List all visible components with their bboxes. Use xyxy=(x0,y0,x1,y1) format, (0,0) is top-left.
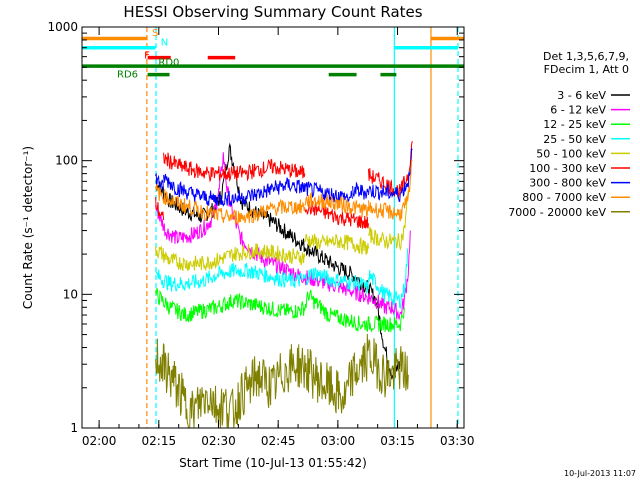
x-tick-label: 02:15 xyxy=(142,434,177,448)
series-layer xyxy=(155,140,413,429)
legend-label: 300 - 800 keV xyxy=(529,177,606,190)
series-line xyxy=(352,181,369,200)
series-line xyxy=(155,152,411,320)
series-line xyxy=(368,159,413,222)
series-line xyxy=(155,262,369,294)
flag-label: S xyxy=(152,28,158,39)
series-line xyxy=(155,333,409,429)
series-line xyxy=(368,248,409,309)
legend-label: 50 - 100 keV xyxy=(536,147,606,160)
flag-label: F xyxy=(144,51,150,62)
chart-title: HESSI Observing Summary Count Rates xyxy=(123,3,422,21)
y-axis-label: Count Rate (s⁻¹ detector⁻¹) xyxy=(21,146,35,309)
legend-label: 800 - 7000 keV xyxy=(522,191,606,204)
flag-annotations: SNF RD0 RD6 xyxy=(117,28,179,81)
y-tick-label: 10 xyxy=(63,287,78,301)
series-7000-20000-kev xyxy=(155,333,409,429)
series-line xyxy=(304,233,369,255)
y-axis: 1000 100 10 1 xyxy=(47,20,464,435)
legend-label: 12 - 25 keV xyxy=(543,118,606,131)
y-tick-label: 1 xyxy=(70,421,78,435)
series-line xyxy=(155,196,165,221)
flag-label: RD6 xyxy=(117,69,138,80)
legend: Det 1,3,5,6,7,9,FDecim 1, Att 0 3 - 6 keV… xyxy=(508,50,630,219)
x-tick-label: 02:45 xyxy=(261,434,296,448)
series-50-100-kev xyxy=(155,190,409,272)
x-axis-label: Start Time (10-Jul-13 01:55:42) xyxy=(179,456,367,470)
legend-label: 7000 - 20000 keV xyxy=(508,206,606,219)
legend-header: FDecim 1, Att 0 xyxy=(544,63,629,76)
series-6-12-kev xyxy=(155,152,411,320)
plot-frame xyxy=(81,26,465,429)
x-tick-label: 02:30 xyxy=(201,434,236,448)
series-800-7000-kev xyxy=(155,159,413,226)
series-line xyxy=(155,243,306,272)
x-tick-label: 03:00 xyxy=(321,434,356,448)
series-line xyxy=(163,152,306,183)
legend-header: Det 1,3,5,6,7,9, xyxy=(543,50,629,63)
series-line xyxy=(368,147,413,203)
x-tick-label: 02:00 xyxy=(82,434,117,448)
footer-timestamp: 10-Jul-2013 11:07 xyxy=(564,469,636,478)
series-12-25-kev xyxy=(155,288,405,333)
series-line xyxy=(155,142,377,306)
legend-label: 6 - 12 keV xyxy=(550,104,606,117)
y-tick-label: 1000 xyxy=(47,20,78,34)
x-tick-label: 03:30 xyxy=(440,434,475,448)
series-line xyxy=(304,191,369,218)
series-line xyxy=(368,190,409,251)
flag-label: N xyxy=(161,37,168,48)
series-line xyxy=(163,173,354,208)
legend-label: 25 - 50 keV xyxy=(543,133,606,146)
series-line xyxy=(155,184,306,226)
flag-bars xyxy=(82,36,464,77)
flag-label: RD0 xyxy=(158,58,179,69)
series-line xyxy=(155,288,405,333)
x-axis: 02:00 02:15 02:30 02:45 03:00 03:15 03:30 xyxy=(82,27,475,448)
legend-label: 100 - 300 keV xyxy=(529,162,606,175)
series-25-50-kev xyxy=(155,248,409,309)
y-tick-label: 100 xyxy=(55,154,78,168)
x-tick-label: 03:15 xyxy=(380,434,415,448)
legend-label: 3 - 6 keV xyxy=(557,89,606,102)
